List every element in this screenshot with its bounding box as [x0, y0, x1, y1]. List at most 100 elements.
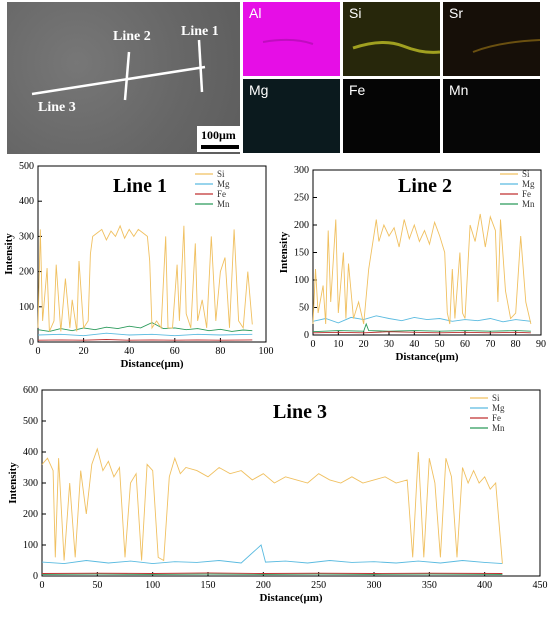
map-si: Si — [343, 2, 440, 76]
c1-plot-frame — [37, 165, 267, 343]
c1-y-tick-label-2: 200 — [19, 267, 34, 278]
sem-label-line-3: Line 3 — [38, 100, 76, 115]
sem-lines — [31, 39, 206, 101]
map-mn: Mn — [443, 79, 540, 153]
c3-series-fe — [41, 572, 503, 574]
c3-y-tick-label-2: 200 — [23, 509, 38, 520]
c2-x-tick-label-5: 50 — [435, 339, 445, 350]
c2-y-tick-label-1: 50 — [299, 303, 309, 314]
c2-y-tick-label-3: 150 — [294, 248, 309, 259]
map-label-si: Si — [349, 5, 362, 21]
c1-x-tick-label-3: 60 — [170, 346, 180, 357]
map-label-sr: Sr — [449, 5, 463, 21]
c2-legend-label-si: Si — [522, 169, 530, 179]
c3-x-tick-label-7: 350 — [422, 580, 437, 591]
map-al: Al — [243, 2, 340, 76]
c2-y-tick-label-6: 300 — [294, 165, 309, 176]
c1-legend-label-fe: Fe — [217, 189, 226, 199]
map-label-al: Al — [249, 5, 262, 21]
c1-y-tick-label-3: 300 — [19, 231, 34, 242]
c3-x-tick-label-3: 150 — [201, 580, 216, 591]
c2-x-tick-label-8: 80 — [511, 339, 521, 350]
c3-legend-label-mg: Mg — [492, 403, 505, 413]
c2-x-tick-label-1: 10 — [333, 339, 343, 350]
c1-series-fe — [37, 339, 253, 341]
c2-series-mn — [312, 322, 531, 333]
line-1-path — [197, 39, 204, 93]
scale-bar-label: 100μm — [201, 128, 236, 142]
c3-title: Line 3 — [273, 401, 327, 423]
c2-y-tick-label-5: 250 — [294, 193, 309, 204]
c1-y-tick-label-1: 100 — [19, 302, 34, 313]
c1-legend-label-mg: Mg — [217, 179, 230, 189]
c3-x-tick-label-1: 50 — [92, 580, 102, 591]
c2-x-tick-label-6: 60 — [460, 339, 470, 350]
c2-x-axis-label: Distance(μm) — [395, 351, 458, 363]
c2-x-tick-label-2: 20 — [359, 339, 369, 350]
c3-legend-label-fe: Fe — [492, 413, 501, 423]
c3-y-tick-label-3: 300 — [23, 478, 38, 489]
chart-line-1-svg: 0 20 40 60 80 100 0 100 200 300 400 500 Distance(μm)… — [3, 161, 274, 370]
c3-x-tick-label-5: 250 — [311, 580, 326, 591]
c2-series-si — [312, 213, 532, 325]
c2-series-mg — [312, 315, 531, 324]
c1-y-axis-label: Intensity — [3, 233, 15, 275]
c3-x-tick-label-4: 200 — [256, 580, 271, 591]
scale-bar — [201, 145, 239, 149]
c1-x-tick-label-5: 100 — [259, 346, 274, 357]
c1-y-tick-label-5: 500 — [19, 161, 34, 172]
c3-x-axis-label: Distance(μm) — [259, 592, 322, 604]
c1-x-tick-label-1: 20 — [79, 346, 89, 357]
c3-y-tick-label-6: 600 — [23, 385, 38, 396]
c3-x-tick-label-2: 100 — [145, 580, 160, 591]
chart-line-2-svg: 0 10 20 30 40 50 60 70 80 90 0 50 100 150 200 250 300 Dis… — [278, 165, 546, 363]
c1-x-tick-label-4: 80 — [215, 346, 225, 357]
c1-x-tick-label-0: 0 — [36, 346, 41, 357]
c3-x-tick-label-6: 300 — [367, 580, 382, 591]
line-3-path — [31, 65, 206, 96]
c2-x-tick-label-3: 30 — [384, 339, 394, 350]
map-label-mg: Mg — [249, 82, 269, 98]
map-fe: Fe — [343, 79, 440, 153]
c2-y-tick-label-0: 0 — [304, 330, 309, 341]
c3-series-si — [41, 447, 503, 564]
c1-legend-label-mn: Mn — [217, 199, 230, 209]
map-label-mn: Mn — [449, 82, 469, 98]
c3-x-tick-label-9: 450 — [533, 580, 548, 591]
c1-x-tick-label-2: 40 — [124, 346, 134, 357]
c3-series-mg — [41, 544, 503, 565]
c1-series-mn — [37, 322, 253, 332]
c3-y-axis-label: Intensity — [7, 462, 19, 504]
c3-y-tick-label-0: 0 — [33, 571, 38, 582]
c1-x-axis-label: Distance(μm) — [120, 358, 183, 370]
c2-legend-label-mg: Mg — [522, 179, 535, 189]
c3-x-tick-label-8: 400 — [477, 580, 492, 591]
c3-y-tick-label-5: 500 — [23, 416, 38, 427]
c2-title: Line 2 — [398, 175, 452, 197]
c2-x-tick-label-4: 40 — [409, 339, 419, 350]
c2-x-tick-label-0: 0 — [311, 339, 316, 350]
c3-legend-label-si: Si — [492, 393, 500, 403]
c3-y-tick-label-4: 400 — [23, 447, 38, 458]
c2-legend-label-mn: Mn — [522, 199, 535, 209]
sem-label-line-2: Line 2 — [113, 29, 151, 44]
map-mg: Mg — [243, 79, 340, 153]
c1-series-si — [37, 224, 253, 332]
c2-x-tick-label-7: 70 — [485, 339, 495, 350]
c1-legend-label-si: Si — [217, 169, 225, 179]
c2-y-tick-label-2: 100 — [294, 275, 309, 286]
c2-y-tick-label-4: 200 — [294, 220, 309, 231]
c2-legend-label-fe: Fe — [522, 189, 531, 199]
sem-label-line-1: Line 1 — [181, 24, 219, 39]
c2-x-tick-label-9: 90 — [536, 339, 546, 350]
c1-title: Line 1 — [113, 175, 167, 197]
c2-y-axis-label: Intensity — [278, 231, 290, 273]
line-2-path — [123, 51, 131, 101]
c1-series-mg — [37, 332, 253, 337]
sem-image: Line 1 Line 2 Line 3 100μm — [7, 2, 243, 154]
c1-y-tick-label-0: 0 — [29, 337, 34, 348]
c2-series-fe — [312, 331, 531, 334]
scale-bar-box: 100μm — [197, 126, 243, 152]
c3-legend-label-mn: Mn — [492, 423, 505, 433]
c3-x-tick-label-0: 0 — [40, 580, 45, 591]
